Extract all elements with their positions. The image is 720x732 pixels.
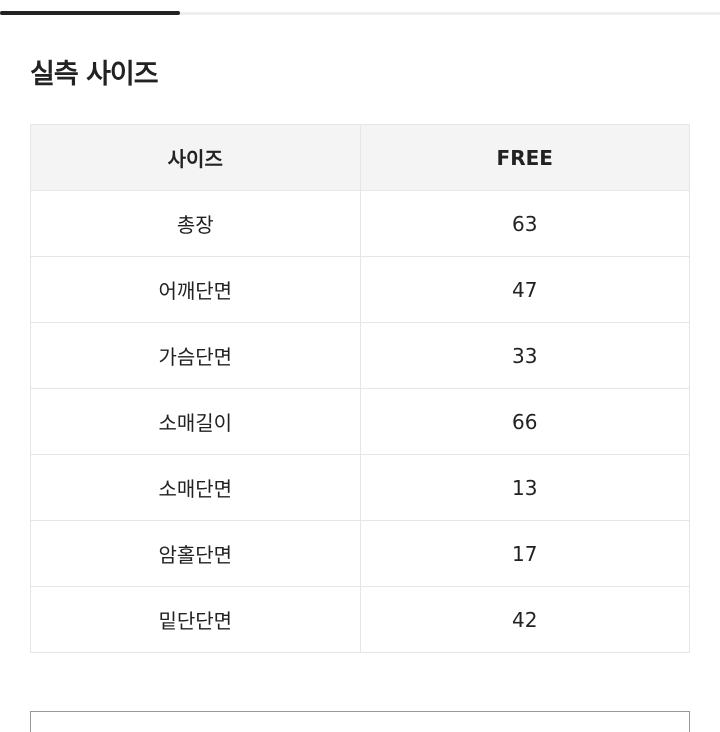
row-label: 가슴단면 — [30, 322, 361, 389]
table-row: 암홀단면 17 — [30, 520, 690, 587]
row-value: 63 — [359, 190, 690, 257]
size-table: 사이즈 FREE 총장 63 어깨단면 47 가슴단면 33 소매길이 66 소매단면 1… — [30, 124, 690, 653]
header-size: 사이즈 — [30, 124, 361, 191]
row-value: 42 — [359, 586, 690, 653]
row-value: 66 — [359, 388, 690, 455]
active-tab-indicator — [0, 11, 180, 15]
row-value: 47 — [359, 256, 690, 323]
table-header-row: 사이즈 FREE — [30, 124, 690, 191]
row-value: 17 — [359, 520, 690, 587]
row-label: 소매길이 — [30, 388, 361, 455]
table-row: 소매길이 66 — [30, 388, 690, 455]
next-section-box — [30, 711, 690, 732]
row-label: 소매단면 — [30, 454, 361, 521]
section-title: 실측 사이즈 — [30, 59, 159, 90]
header-free: FREE — [359, 124, 690, 191]
row-label: 암홀단면 — [30, 520, 361, 587]
table-row: 총장 63 — [30, 190, 690, 257]
tab-indicator-track — [0, 11, 720, 15]
row-value: 33 — [359, 322, 690, 389]
table-row: 어깨단면 47 — [30, 256, 690, 323]
row-label: 총장 — [30, 190, 361, 257]
row-label: 어깨단면 — [30, 256, 361, 323]
table-row: 밑단단면 42 — [30, 586, 690, 653]
row-value: 13 — [359, 454, 690, 521]
table-row: 소매단면 13 — [30, 454, 690, 521]
row-label: 밑단단면 — [30, 586, 361, 653]
table-row: 가슴단면 33 — [30, 322, 690, 389]
